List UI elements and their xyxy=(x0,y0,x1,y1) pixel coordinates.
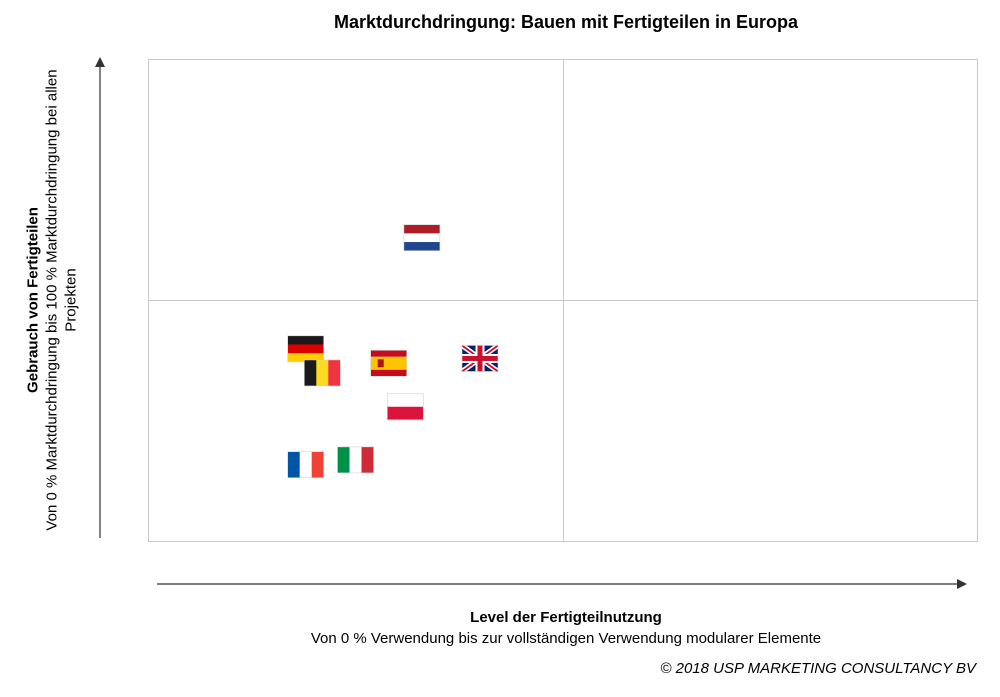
copyright-text: © 2018 USP MARKETING CONSULTANCY BV xyxy=(660,660,976,677)
poland-flag-point xyxy=(386,393,424,421)
points-layer xyxy=(287,224,500,479)
x-axis-subtitle: Von 0 % Verwendung bis zur vollständigen… xyxy=(310,630,822,647)
italy-flag-point xyxy=(337,446,374,474)
plot-area xyxy=(148,59,978,542)
united-kingdom-flag-point xyxy=(460,343,500,374)
chart-title: Marktdurchdringung: Bauen mit Fertigteil… xyxy=(333,12,799,32)
france-flag-point xyxy=(287,451,325,479)
spain-flag-point xyxy=(370,349,408,377)
netherlands-flag-point xyxy=(403,224,441,252)
x-axis-title: Level der Fertigteilnutzung xyxy=(470,609,662,626)
belgium-flag-point xyxy=(303,359,341,387)
germany-flag-point xyxy=(287,335,325,363)
quadrant-divider-horizontal xyxy=(149,300,977,301)
x-axis-label: Level der Fertigteilnutzung Von 0 % Verw… xyxy=(148,607,984,649)
